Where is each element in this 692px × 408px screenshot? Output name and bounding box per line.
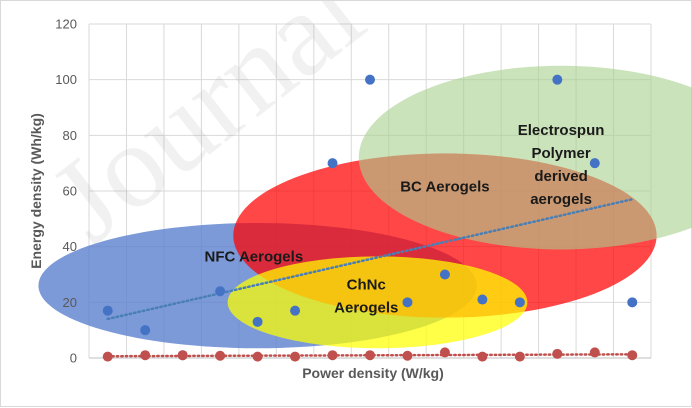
trendline-0 <box>106 198 634 321</box>
series-0-point <box>252 316 263 327</box>
region-label-line: Polymer <box>531 145 590 162</box>
series-1-point <box>215 350 226 361</box>
series-1-point <box>365 350 375 361</box>
y-tick-label: 0 <box>70 351 77 366</box>
series-1-point <box>627 350 638 361</box>
region-label-line: derived <box>534 168 587 185</box>
series-1-point <box>589 347 600 358</box>
series-1-point <box>177 350 188 361</box>
y-tick-labels: 0 20 40 60 80 100 120 <box>55 17 77 366</box>
series-1-point <box>327 350 338 361</box>
region-label-3: ChNc Aerogels <box>334 277 398 317</box>
series-1-point <box>439 347 450 358</box>
region-label-line: aerogels <box>530 191 592 208</box>
region-label-line: ChNc <box>347 277 386 294</box>
series-0-point <box>102 305 113 316</box>
region-label-0: NFC Aerogels <box>205 249 304 266</box>
y-tick-label: 80 <box>63 128 77 143</box>
region-label-line: Electrospun <box>518 122 605 139</box>
series-1-point <box>290 351 301 362</box>
y-tick-label: 20 <box>63 295 77 310</box>
series-1-point <box>552 348 563 359</box>
region-ellipse-3 <box>227 256 528 349</box>
series-0-point <box>140 325 151 336</box>
region-label-1: BC Aerogels <box>400 179 489 196</box>
series-0-point <box>477 294 488 305</box>
series-1-point <box>140 350 151 361</box>
series-0-point <box>215 286 226 297</box>
series-1-point <box>402 350 413 361</box>
series-0-point <box>402 297 413 308</box>
series-0-point <box>627 297 638 308</box>
y-axis-title: Energy density (Wh/kg) <box>28 113 44 269</box>
series-0-point <box>290 305 301 316</box>
region-label-line: NFC Aerogels <box>205 249 304 266</box>
series-0-point <box>327 158 338 169</box>
region-label-2: Electrospun Polymer derived aerogels <box>518 122 605 208</box>
point-layer <box>102 74 638 362</box>
series-0-point <box>552 74 563 85</box>
series-0-point <box>439 269 450 280</box>
series-1-point <box>102 351 113 362</box>
series-1-point <box>477 351 488 362</box>
x-axis-title: Power density (W/kg) <box>302 365 444 381</box>
y-tick-label: 120 <box>55 17 77 32</box>
region-label-line: BC Aerogels <box>400 179 489 196</box>
region-label-layer: NFC Aerogels BC Aerogels Electrospun Polyme… <box>205 122 605 317</box>
y-tick-label: 100 <box>55 72 77 87</box>
series-0-point <box>514 297 525 308</box>
series-1-point <box>514 351 525 362</box>
series-0-point <box>589 158 600 169</box>
y-tick-label: 40 <box>63 239 77 254</box>
series-0-point <box>365 74 375 85</box>
y-tick-label: 60 <box>63 184 77 199</box>
series-1-point <box>252 351 263 362</box>
region-label-line: Aerogels <box>334 300 398 317</box>
